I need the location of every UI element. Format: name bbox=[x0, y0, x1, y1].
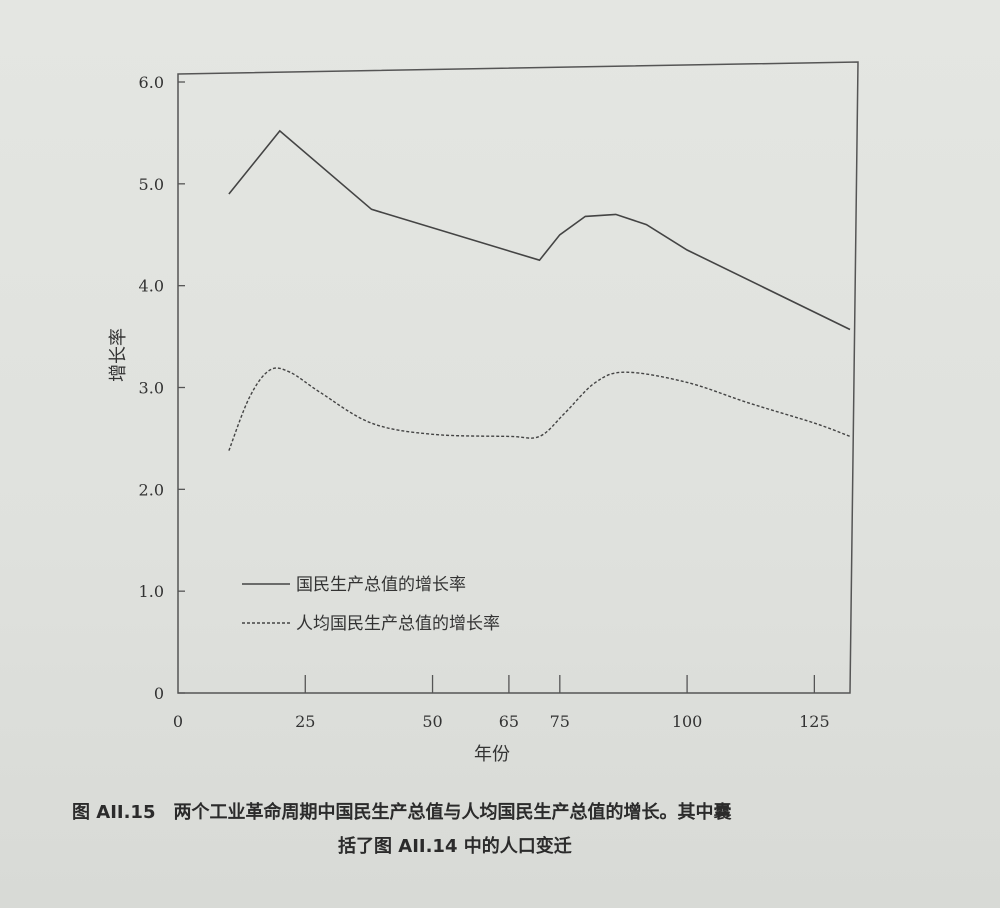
legend: 国民生产总值的增长率 人均国民生产总值的增长率 bbox=[242, 575, 500, 634]
caption-line-2: 括了图 AII.14 中的人口变迁 bbox=[338, 830, 572, 864]
legend-label-gnp-per-capita: 人均国民生产总值的增长率 bbox=[296, 614, 500, 634]
x-tick-label: 65 bbox=[499, 712, 519, 731]
series-line-gnp bbox=[229, 131, 850, 330]
y-tick-label: 1.0 bbox=[139, 582, 164, 601]
y-tick-label: 6.0 bbox=[139, 73, 164, 92]
x-tick-label: 0 bbox=[173, 712, 183, 731]
series-line-gnp-per-capita bbox=[229, 368, 850, 451]
caption-line-1: 图 AII.15 两个工业革命周期中国民生产总值与人均国民生产总值的增长。其中囊 bbox=[72, 796, 731, 830]
legend-label-gnp: 国民生产总值的增长率 bbox=[296, 575, 466, 595]
plot-frame bbox=[178, 62, 858, 693]
y-axis-title: 增长率 bbox=[108, 328, 129, 382]
growth-rate-chart: 0 1.0 2.0 3.0 4.0 5.0 6.0 0 25 50 65 75 100 125 增长率 年… bbox=[0, 0, 1000, 790]
y-tick-label: 4.0 bbox=[139, 277, 164, 296]
y-tick-label: 0 bbox=[154, 684, 164, 703]
x-tick-label: 50 bbox=[422, 712, 442, 731]
y-tick-label: 3.0 bbox=[139, 379, 164, 398]
y-tick-label: 5.0 bbox=[139, 175, 164, 194]
x-tick-label: 25 bbox=[295, 712, 315, 731]
x-axis-title: 年份 bbox=[474, 744, 510, 765]
x-tick-label: 100 bbox=[672, 712, 703, 731]
y-tick-label: 2.0 bbox=[139, 480, 164, 499]
x-tick-label: 125 bbox=[799, 712, 830, 731]
x-tick-label: 75 bbox=[550, 712, 570, 731]
